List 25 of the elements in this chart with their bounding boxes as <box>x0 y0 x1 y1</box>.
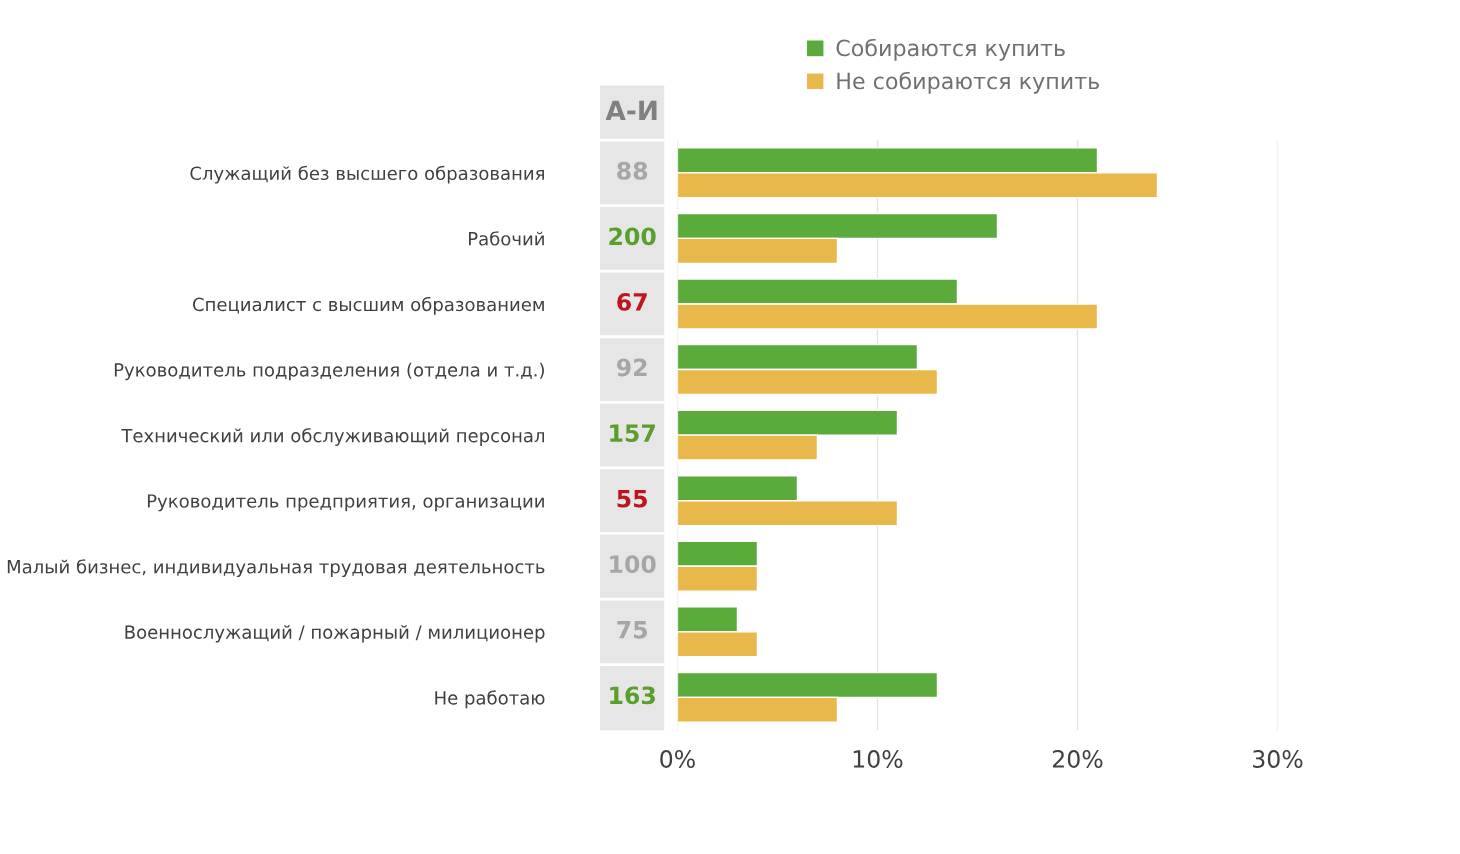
x-tick-label: 10% <box>853 750 903 768</box>
y-tick-label: Руководитель подразделения (отдела и т.д.) <box>114 362 544 381</box>
legend-label: Не собираются купить <box>837 71 1099 94</box>
text: 88 <box>617 161 648 180</box>
x-tick-label: 30% <box>1253 750 1303 768</box>
text: 200 <box>609 227 656 246</box>
y-tick-label: Военнослужащий / пожарный / милиционер <box>125 625 545 643</box>
y-tick-label: Рабочий <box>469 231 544 246</box>
x-tick-label: 0% <box>660 750 695 768</box>
text: 55 <box>617 489 647 508</box>
y-tick-label: Служащий без высшего образования <box>190 165 544 184</box>
text: 75 <box>617 621 647 639</box>
text: 100 <box>610 555 656 574</box>
x-tick-label: 20% <box>1052 750 1103 768</box>
text: 92 <box>616 358 647 377</box>
y-tick-label: Не работаю <box>435 690 545 709</box>
legend-label: Собираются купить <box>836 38 1065 61</box>
y-tick-label: Специалист с высшим образованием <box>193 296 544 315</box>
y-tick-label: Руководитель предприятия, организации <box>147 494 544 512</box>
text: 67 <box>617 292 647 311</box>
text: 157 <box>610 424 655 442</box>
y-tick-label: Технический или обслуживающий персонал <box>121 428 544 446</box>
y-tick-label: Малый бизнес, индивидуальная трудовая деятельность <box>7 559 545 578</box>
text: А-И <box>605 100 657 121</box>
text: 163 <box>610 686 655 705</box>
